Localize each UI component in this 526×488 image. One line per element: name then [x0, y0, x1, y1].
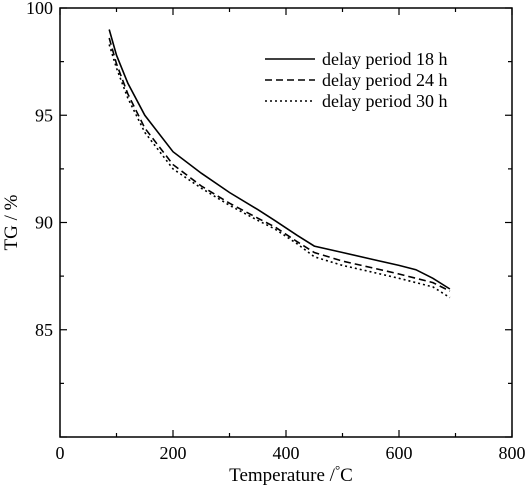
series-line-3 — [108, 44, 451, 299]
y-tick-label: 95 — [35, 105, 53, 125]
legend-label-1: delay period 18 h — [322, 49, 447, 69]
legend-label-3: delay period 30 h — [322, 91, 447, 111]
legend-label-2: delay period 24 h — [322, 70, 447, 90]
series-line-1 — [108, 29, 451, 290]
y-axis-label: TG / % — [1, 194, 22, 250]
y-tick-label: 85 — [35, 320, 53, 340]
x-tick-label: 600 — [386, 443, 413, 463]
x-axis-label: Temperature /°C — [229, 462, 353, 486]
x-tick-label: 400 — [273, 443, 300, 463]
x-tick-label: 800 — [499, 443, 526, 463]
y-tick-label: 100 — [26, 0, 53, 18]
x-tick-label: 0 — [56, 443, 65, 463]
y-tick-label: 90 — [35, 213, 53, 233]
x-tick-label: 200 — [160, 443, 187, 463]
